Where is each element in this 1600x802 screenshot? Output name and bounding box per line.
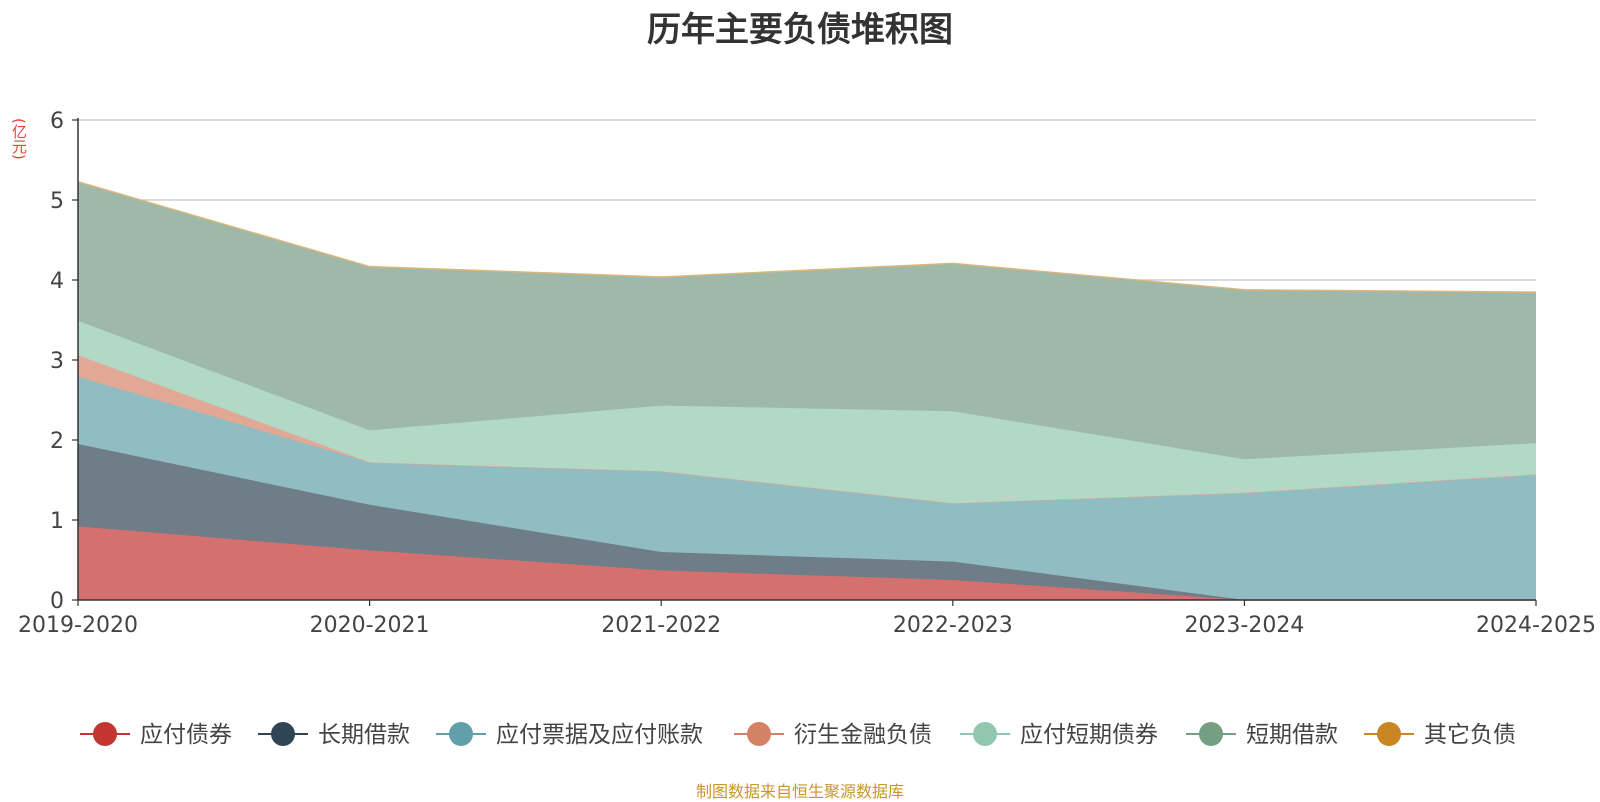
area-series-1	[78, 526, 1536, 600]
legend-circle-icon	[449, 722, 473, 746]
legend-item-6[interactable]: 短期借款	[1186, 722, 1338, 748]
area-series-line-7	[77, 181, 1537, 293]
legend-label: 其它负债	[1424, 722, 1516, 748]
legend-item-1[interactable]: 应付债券	[80, 722, 232, 748]
legend-item-2[interactable]: 长期借款	[258, 722, 410, 748]
y-tick-label: 1	[50, 509, 64, 534]
y-tick-label: 5	[50, 189, 64, 214]
x-tick-label: 2024-2025	[1476, 613, 1596, 638]
legend-label: 短期借款	[1246, 722, 1338, 748]
legend-item-4[interactable]: 衍生金融负债	[734, 722, 932, 748]
x-tick-label: 2019-2020	[18, 613, 138, 638]
legend-label: 应付票据及应付账款	[496, 722, 703, 748]
x-tick-label: 2020-2021	[310, 613, 430, 638]
y-tick-label: 3	[50, 349, 64, 374]
x-tick-label: 2022-2023	[893, 613, 1013, 638]
area-series	[77, 181, 1537, 601]
legend-circle-icon	[271, 722, 295, 746]
x-tick-label: 2023-2024	[1184, 613, 1304, 638]
area-series-6	[78, 182, 1536, 460]
y-tick-label: 2	[50, 429, 64, 454]
legend-label: 衍生金融负债	[794, 722, 932, 748]
chart-title: 历年主要负债堆积图	[647, 10, 953, 50]
legend-item-5[interactable]: 应付短期债券	[960, 722, 1158, 748]
x-tick-label: 2021-2022	[601, 613, 721, 638]
legend-label: 应付短期债券	[1020, 722, 1158, 748]
legend-item-7[interactable]: 其它负债	[1364, 722, 1516, 748]
area-series-5	[78, 320, 1536, 504]
legend-circle-icon	[747, 722, 771, 746]
area-series-2	[78, 444, 1536, 600]
legend[interactable]: 应付债券 长期借款 应付票据及应付账款 衍生金融负债 应付短期债券 短期借款 其它负债	[80, 722, 1516, 748]
legend-label: 长期借款	[318, 722, 410, 748]
area-series-3	[78, 376, 1536, 600]
source-note: 制图数据来自恒生聚源数据库	[695, 782, 904, 801]
y-tick-label: 6	[50, 109, 64, 134]
axes: 0 1 2 3 4 5 6 2019-2020 2020-2021 2021-2022 2022-2…	[18, 109, 1596, 638]
legend-circle-icon	[1377, 722, 1401, 746]
y-tick-label: 0	[50, 589, 64, 614]
y-tick-label: 4	[50, 269, 64, 294]
y-axis-unit-label: (亿元)	[10, 118, 28, 160]
legend-circle-icon	[93, 722, 117, 746]
legend-circle-icon	[973, 722, 997, 746]
legend-label: 应付债券	[140, 722, 232, 748]
legend-item-3[interactable]: 应付票据及应付账款	[436, 722, 703, 748]
legend-circle-icon	[1199, 722, 1223, 746]
